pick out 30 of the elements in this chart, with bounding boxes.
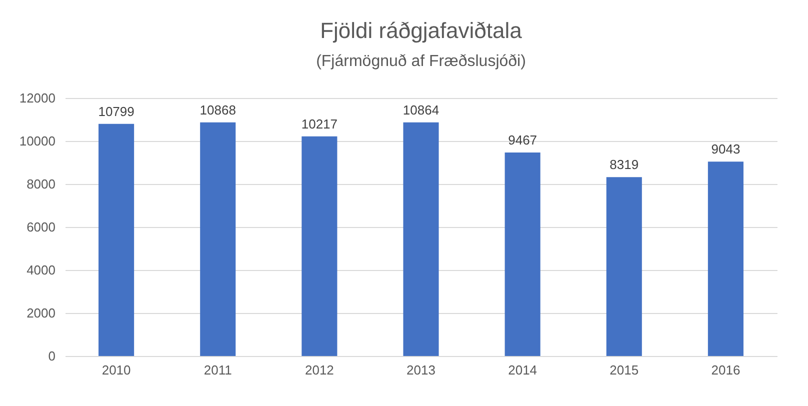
bar <box>708 162 744 356</box>
data-label: 10864 <box>402 102 440 118</box>
y-tick-label: 0 <box>48 348 56 364</box>
y-tick-label: 8000 <box>26 176 56 192</box>
y-tick-label: 12000 <box>19 90 56 106</box>
chart-subtitle: (Fjármögnuð af Fræðslusjóði) <box>316 53 526 70</box>
y-tick-label: 6000 <box>26 220 56 234</box>
bar <box>504 152 540 356</box>
data-label: 10217 <box>301 116 338 132</box>
x-tick-label: 2016 <box>711 362 740 378</box>
bar <box>98 124 134 356</box>
bar <box>302 136 338 356</box>
y-tick-label: 4000 <box>26 262 56 278</box>
y-tick-label: 2000 <box>26 306 56 320</box>
data-label: 8319 <box>610 157 639 172</box>
y-tick-label: 10000 <box>19 134 56 148</box>
bar <box>403 122 439 356</box>
x-tick-label: 2013 <box>406 362 436 378</box>
data-label: 9043 <box>711 142 740 157</box>
bar <box>606 177 642 356</box>
chart-title: Fjöldi ráðgjafaviðtala <box>320 18 523 43</box>
data-label: 10868 <box>200 102 236 118</box>
data-label: 10799 <box>98 104 134 119</box>
x-tick-label: 2014 <box>508 362 538 378</box>
bar <box>200 122 236 356</box>
x-tick-label: 2010 <box>102 362 131 378</box>
data-label: 9467 <box>508 132 538 148</box>
x-tick-label: 2015 <box>610 362 639 378</box>
x-tick-label: 2011 <box>204 362 232 378</box>
x-tick-label: 2012 <box>304 362 334 378</box>
